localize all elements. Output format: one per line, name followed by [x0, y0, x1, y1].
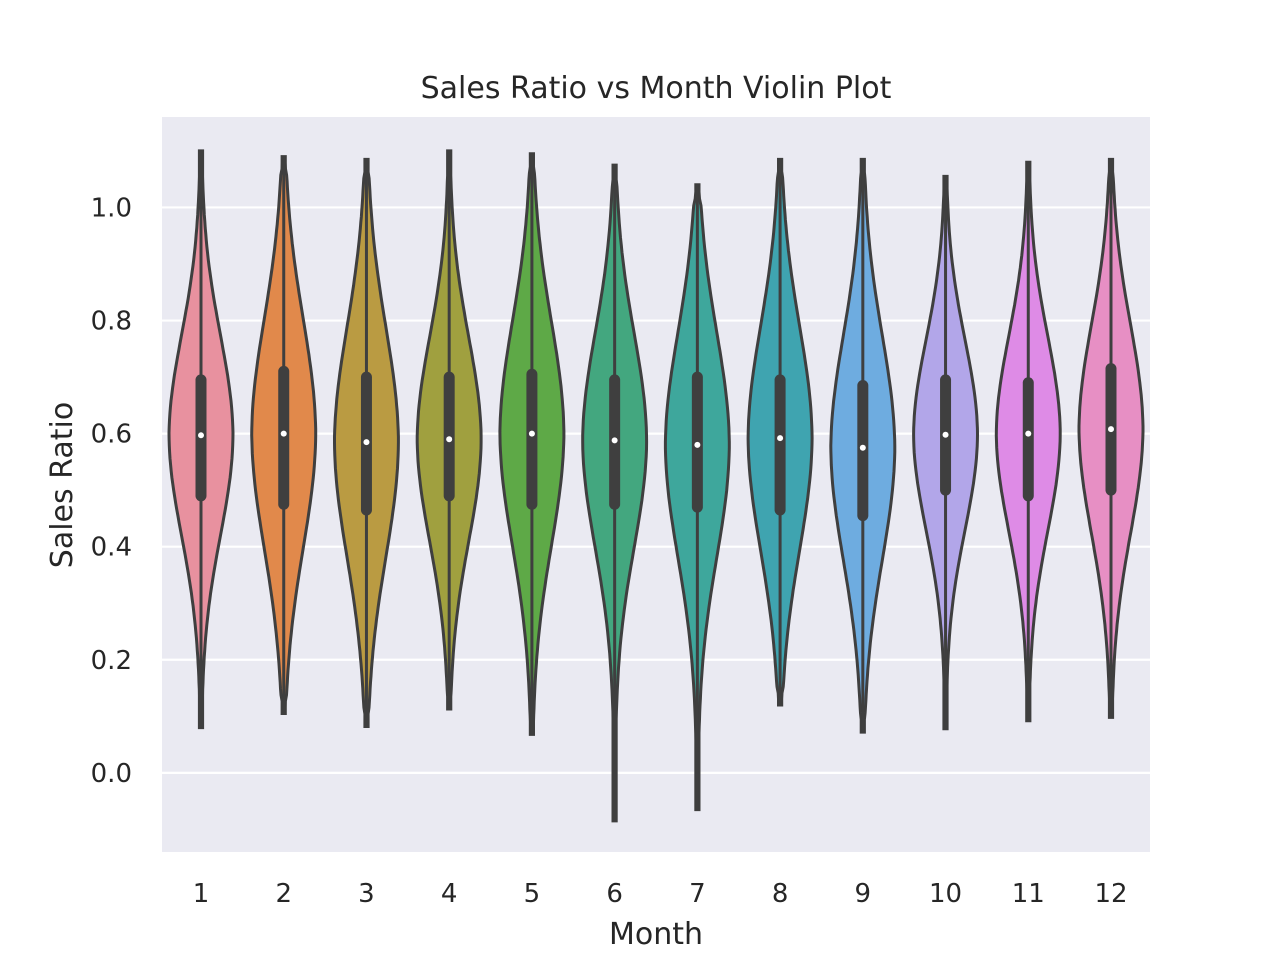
x-tick-label: 8: [772, 879, 789, 909]
y-tick-label: 0.8: [91, 307, 132, 337]
x-axis-label: Month: [609, 917, 703, 952]
x-tick-label: 10: [929, 879, 962, 909]
violins: [167, 149, 1145, 823]
x-tick-label: 5: [524, 879, 541, 909]
x-tick-label: 2: [275, 879, 292, 909]
x-tick-label: 7: [689, 879, 706, 909]
violin-median-month-2: [280, 430, 287, 437]
x-tick-label: 9: [855, 879, 872, 909]
x-tick-label: 3: [358, 879, 375, 909]
violin-median-month-5: [528, 430, 535, 437]
violin-median-month-3: [363, 439, 370, 446]
violin-median-month-12: [1108, 426, 1114, 433]
plot-background: [162, 117, 1150, 852]
x-tick-label: 12: [1094, 879, 1127, 909]
x-tick-label: 1: [193, 879, 210, 909]
x-tick-label: 11: [1012, 879, 1045, 909]
violin-median-month-11: [1025, 430, 1032, 437]
violin-median-month-4: [446, 436, 453, 443]
grid-lines: [162, 206, 1150, 774]
x-tick-labels: 1 2 3 4 5 6 7 8 9 10 11 12: [193, 879, 1128, 909]
y-tick-label: 0.0: [91, 759, 132, 789]
y-tick-labels: 0.0 0.2 0.4 0.6 0.8 1.0: [91, 193, 132, 788]
violin-median-month-10: [942, 431, 949, 438]
x-tick-label: 4: [441, 879, 458, 909]
violin-median-month-7: [694, 441, 701, 448]
x-tick-label: 6: [606, 879, 623, 909]
y-axis-label: Sales Ratio: [45, 402, 80, 568]
violin-median-month-1: [198, 432, 204, 439]
y-tick-label: 0.2: [91, 646, 132, 676]
chart-title: Sales Ratio vs Month Violin Plot: [421, 71, 892, 106]
violin-median-month-6: [611, 437, 618, 444]
violin-median-month-8: [777, 435, 784, 442]
y-tick-label: 1.0: [91, 193, 132, 223]
violin-median-month-9: [859, 444, 866, 451]
y-tick-label: 0.4: [91, 533, 132, 563]
y-tick-label: 0.6: [91, 420, 132, 450]
